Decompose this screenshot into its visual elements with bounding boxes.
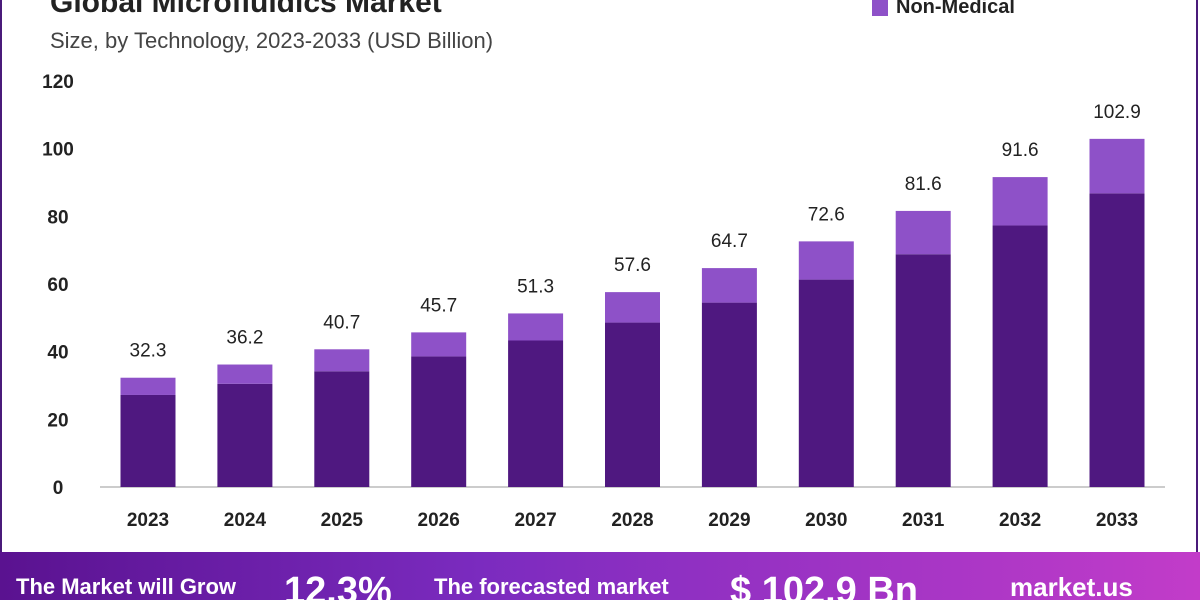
banner-value-forecast: $ 102.9 Bn — [730, 570, 918, 600]
bar-segment-1 — [701, 302, 757, 487]
bar-segment-1 — [1089, 193, 1145, 487]
y-tick-label: 60 — [47, 275, 68, 296]
x-tick-label: 2031 — [902, 510, 945, 531]
x-tick-label: 2027 — [514, 510, 556, 531]
bar-segment-non-medical — [605, 292, 660, 323]
bar-segment-non-medical — [1089, 138, 1145, 194]
data-label-total: 32.3 — [130, 341, 167, 362]
bar-segment-non-medical — [992, 177, 1048, 226]
bar-segment-non-medical — [701, 268, 757, 303]
y-tick-label: 20 — [47, 410, 68, 431]
bar-segment-non-medical — [508, 313, 564, 341]
x-tick-label: 2030 — [805, 510, 847, 531]
data-label-total: 64.7 — [711, 231, 748, 252]
bar-segment-non-medical — [120, 377, 176, 395]
data-label-total: 91.6 — [1002, 140, 1039, 161]
bar-segment-non-medical — [411, 332, 467, 357]
banner-text-forecast: The forecasted market — [434, 574, 669, 599]
bar-segment-1 — [120, 394, 176, 487]
x-tick-label: 2032 — [999, 510, 1041, 531]
bar-segment-1 — [411, 356, 467, 487]
y-tick-label: 120 — [42, 72, 74, 93]
legend-swatch-non-medical — [872, 0, 888, 16]
data-label-total: 36.2 — [226, 328, 263, 349]
bar-chart: 0 20 40 60 80 100 120 32.3 2023 36.2 2024 40.7 2025 4… — [42, 72, 1165, 531]
banner-text-grow: The Market will Grow — [16, 574, 237, 599]
bar-segment-non-medical — [314, 349, 370, 372]
bar-segment-1 — [605, 322, 660, 487]
x-tick-label: 2023 — [127, 510, 169, 531]
legend: Non-Medical — [872, 0, 1015, 19]
chart-title: Global Microfluidics Market — [50, 0, 442, 19]
bar-segment-non-medical — [895, 210, 951, 255]
x-tick-label: 2033 — [1096, 510, 1138, 531]
bar-segment-1 — [314, 371, 370, 487]
chart-subtitle: Size, by Technology, 2023-2033 (USD Bill… — [50, 28, 494, 53]
bar-segment-1 — [217, 383, 273, 487]
y-tick-label: 100 — [42, 140, 74, 161]
banner-value-cagr: 12.3% — [284, 570, 392, 600]
data-label-total: 72.6 — [808, 204, 845, 225]
y-tick-label: 80 — [47, 207, 68, 228]
data-label-total: 40.7 — [323, 312, 360, 333]
data-label-total: 81.6 — [905, 174, 942, 195]
bottom-banner: The Market will Grow 12.3% The forecaste… — [0, 552, 1200, 600]
bar-segment-1 — [508, 340, 564, 487]
data-label-total: 57.6 — [614, 255, 651, 276]
bar-segment-non-medical — [798, 241, 854, 280]
data-label-total: 102.9 — [1093, 102, 1141, 123]
chart-frame — [0, 0, 1198, 560]
bar-segment-1 — [895, 254, 951, 487]
data-label-total: 51.3 — [517, 276, 554, 297]
data-label-total: 45.7 — [420, 295, 457, 316]
bar-segment-1 — [798, 279, 854, 487]
x-tick-label: 2024 — [224, 510, 267, 531]
y-tick-label: 0 — [53, 478, 64, 499]
bar-segment-non-medical — [217, 364, 273, 384]
x-tick-label: 2025 — [321, 510, 364, 531]
brand-logo: market.us — [1010, 572, 1133, 600]
x-tick-label: 2026 — [418, 510, 460, 531]
legend-label-non-medical: Non-Medical — [896, 0, 1015, 18]
bar-segment-1 — [992, 225, 1048, 488]
x-tick-label: 2029 — [708, 510, 750, 531]
x-tick-label: 2028 — [611, 510, 653, 531]
y-tick-label: 40 — [47, 343, 68, 364]
